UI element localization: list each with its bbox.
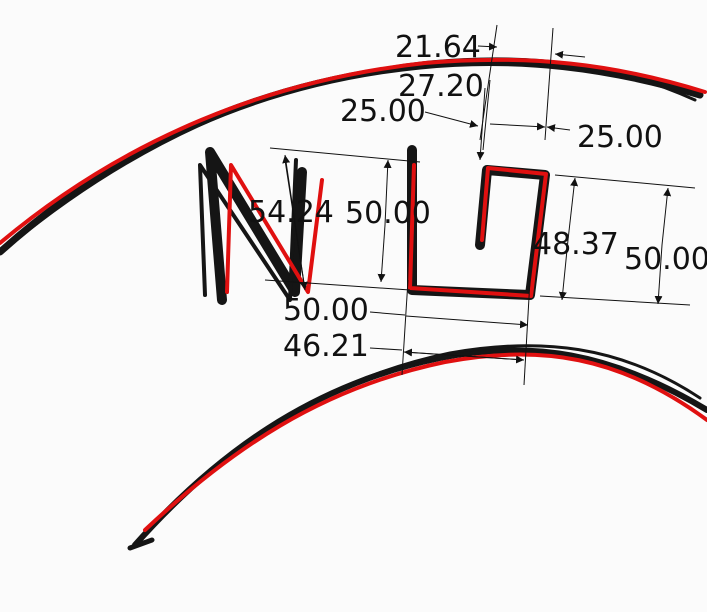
- top-arc-fit: [0, 57, 707, 245]
- dim-line-27-20: [476, 87, 486, 161]
- ext-line-bottom-right: [523, 279, 531, 386]
- dim-line-width-46: [369, 347, 403, 351]
- letter-n-sketch: [205, 147, 307, 305]
- dim-line-48-37-up: [567, 177, 579, 241]
- ext-line-bottom-left: [401, 279, 409, 376]
- letter-n-sketch-2: [198, 158, 298, 302]
- bottom-arc-end-mark: [127, 537, 155, 551]
- dimension-label-46-21: 46.21: [283, 329, 369, 364]
- dim-line-48-37-down: [558, 239, 569, 301]
- ext-line-n-top: [269, 147, 421, 163]
- dimension-label-25-00-right: 25.00: [577, 120, 663, 155]
- dimension-label-54-24: 54.24: [248, 195, 334, 230]
- letter-n-fit: [225, 163, 324, 294]
- ext-line-top-2: [544, 27, 554, 141]
- dimension-label-27-20: 27.20: [398, 69, 484, 104]
- bottom-arc-sketch: [132, 347, 707, 548]
- ext-line-n-bottom: [264, 279, 411, 291]
- dim-line-25-right-b: [546, 124, 571, 133]
- ext-line-right-top: [554, 174, 696, 189]
- dim-line-21-64-b: [554, 50, 586, 59]
- dimension-label-50-00-n-height: 50.00: [345, 196, 431, 231]
- dim-line-width-50: [369, 311, 406, 316]
- dim-line-width-46-c: [403, 348, 525, 361]
- bottom-arc-fit: [143, 352, 707, 532]
- top-arc-sketch: [0, 59, 704, 256]
- dimension-label-48-37: 48.37: [533, 227, 619, 262]
- dim-line-21-64: [477, 42, 498, 51]
- dim-line-n-height-up: [383, 159, 392, 226]
- dimension-label-25-00-left: 25.00: [340, 94, 426, 129]
- dim-line-right-50-up: [661, 187, 672, 246]
- dim-line-n-height-down: [377, 224, 386, 283]
- dimension-label-50-00-width: 50.00: [283, 293, 369, 328]
- dimension-label-50-00-right-height: 50.00: [624, 242, 707, 277]
- dim-line-right-50-down: [654, 244, 663, 305]
- dim-line-width-50-b: [405, 315, 529, 329]
- letter-u-fit: [408, 163, 548, 298]
- dim-line-25-right: [489, 122, 546, 131]
- ext-line-25-a: [482, 79, 491, 151]
- dim-line-54-24-b: [282, 154, 306, 291]
- dimension-label-21-64: 21.64: [395, 30, 481, 65]
- dim-line-25-left: [424, 111, 479, 128]
- bottom-arc-sketch-2: [138, 344, 702, 542]
